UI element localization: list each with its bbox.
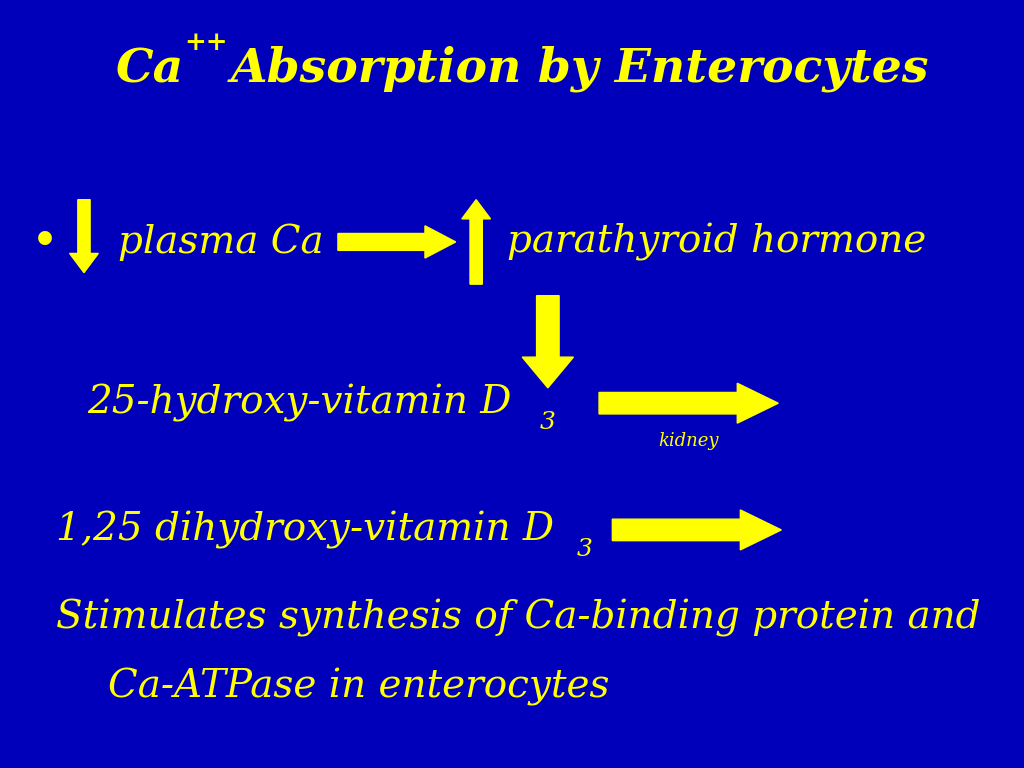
- FancyArrow shape: [338, 226, 456, 258]
- Text: 1,25 dihydroxy-vitamin D: 1,25 dihydroxy-vitamin D: [56, 511, 554, 549]
- Text: ++: ++: [184, 30, 227, 55]
- FancyArrow shape: [522, 296, 573, 388]
- Text: Ca-ATPase in enterocytes: Ca-ATPase in enterocytes: [108, 668, 609, 707]
- FancyArrow shape: [70, 200, 98, 273]
- Text: plasma Ca: plasma Ca: [118, 223, 324, 260]
- Text: Absorption by Enterocytes: Absorption by Enterocytes: [230, 46, 929, 92]
- FancyArrow shape: [462, 200, 490, 284]
- Text: parathyroid hormone: parathyroid hormone: [507, 223, 926, 261]
- Text: kidney: kidney: [657, 432, 719, 450]
- Text: 3: 3: [577, 538, 593, 561]
- FancyArrow shape: [599, 383, 778, 423]
- Text: 3: 3: [540, 411, 556, 434]
- Text: Ca: Ca: [116, 46, 184, 92]
- Text: 25-hydroxy-vitamin D: 25-hydroxy-vitamin D: [87, 384, 511, 422]
- FancyArrow shape: [612, 510, 781, 550]
- Text: Stimulates synthesis of Ca-binding protein and: Stimulates synthesis of Ca-binding prote…: [56, 599, 981, 637]
- Text: •: •: [31, 220, 58, 264]
